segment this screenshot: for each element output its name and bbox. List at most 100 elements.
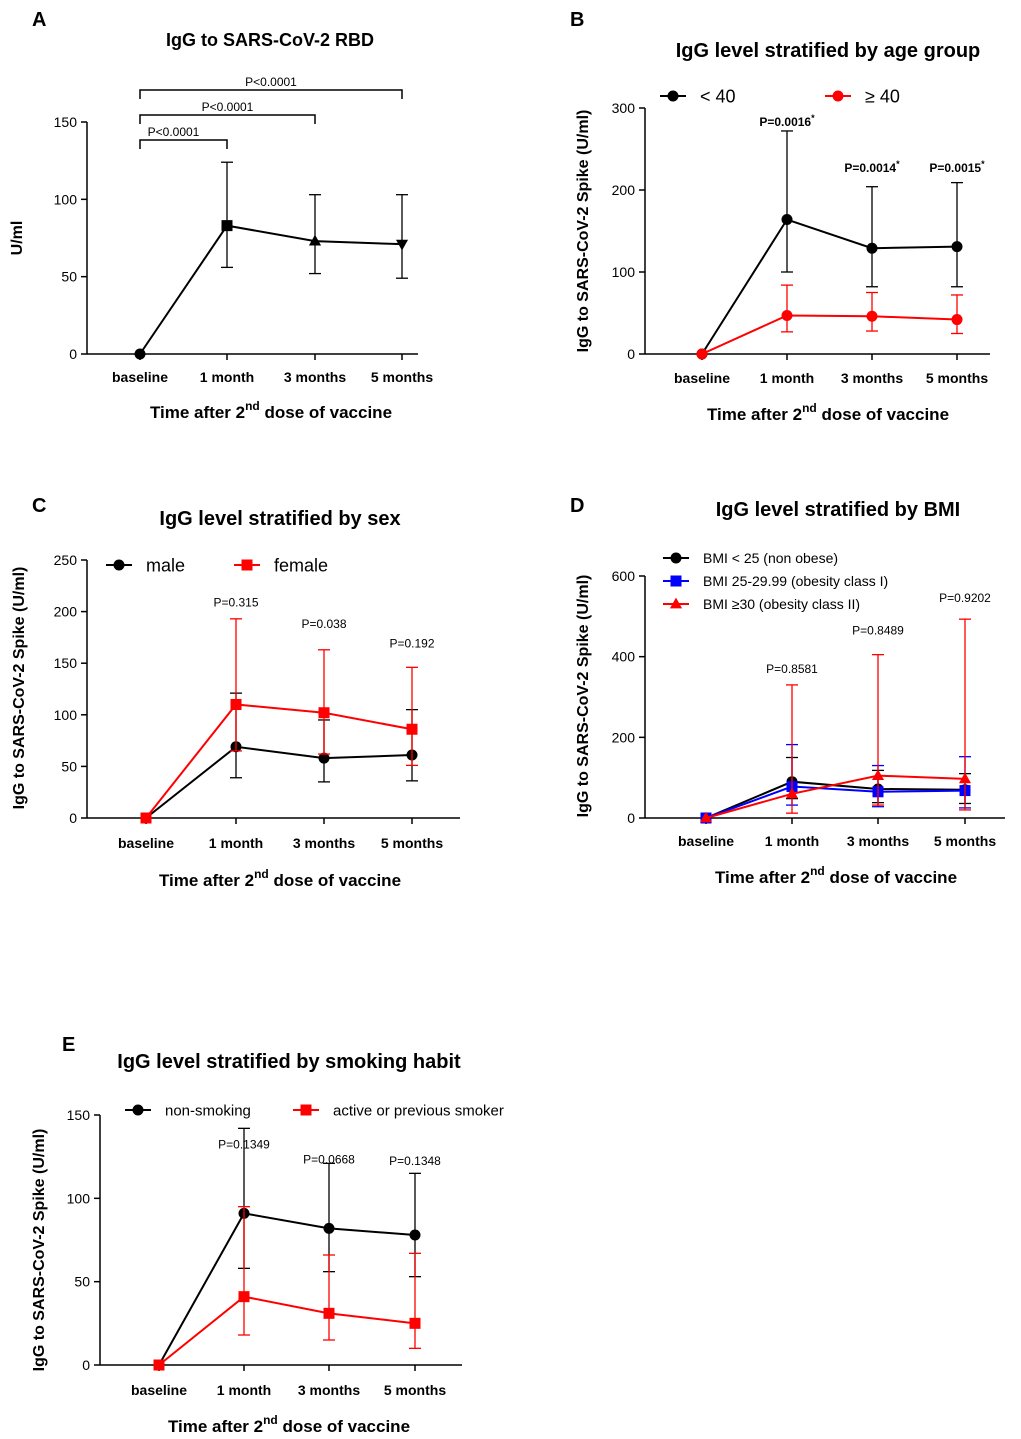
data-point: [409, 1317, 421, 1329]
series-line: [705, 774, 966, 819]
p-value-text: P=0.0668: [303, 1152, 355, 1166]
x-axis-label-part: Time after 2: [707, 405, 802, 424]
panel-b: B IgG level stratified by age group 0 100 20…: [570, 9, 990, 424]
p-value-star: *: [811, 113, 815, 123]
x-axis-label-sup: nd: [810, 864, 825, 878]
x-tick-label: 5 months: [934, 833, 996, 849]
y-tick-label: 300: [612, 100, 636, 116]
x-tick-label: 5 months: [371, 369, 433, 385]
x-tick-label: baseline: [674, 370, 730, 386]
x-axis-label-rest: dose of vaccine: [260, 403, 392, 422]
x-axis-label-rest: dose of vaccine: [825, 868, 957, 887]
data-point: [406, 723, 418, 735]
x-axis-label-rest: dose of vaccine: [278, 1417, 410, 1436]
legend-label: active or previous smoker: [333, 1102, 504, 1119]
x-tick-label: 5 months: [926, 370, 988, 386]
panel-e: E IgG level stratified by smoking habit 0 5…: [31, 1034, 504, 1436]
data-point: [871, 769, 885, 781]
significance-bracket: P<0.0001: [139, 125, 228, 149]
data-point: [221, 220, 233, 232]
y-tick-label: 600: [612, 568, 636, 584]
y-tick-label: 200: [612, 729, 636, 745]
y-tick-label: 50: [61, 269, 77, 285]
legend-item: BMI 25-29.99 (obesity class I): [663, 573, 888, 589]
data-point: [323, 1307, 335, 1319]
p-value-label: P=0.0016*: [759, 113, 815, 129]
x-axis-label-rest: dose of vaccine: [817, 405, 949, 424]
x-tick-label: baseline: [131, 1382, 187, 1398]
panel-letter: E: [62, 1034, 75, 1056]
significance-bracket: P<0.0001: [139, 100, 316, 124]
y-axis-label: IgG to SARS-CoV-2 Spike (U/ml): [575, 575, 592, 818]
p-value-label: P=0.038: [301, 617, 346, 631]
series-1: [140, 618, 418, 824]
legend-item: female: [234, 555, 328, 575]
legend-marker: [670, 552, 682, 564]
series-line: [701, 218, 958, 355]
data-point: [395, 239, 409, 251]
y-tick-label: 0: [627, 810, 635, 826]
chart-title: IgG level stratified by BMI: [716, 499, 961, 521]
data-point: [230, 698, 242, 710]
p-value-label: P=0.1349: [218, 1137, 270, 1151]
x-axis-label-sup: nd: [254, 867, 269, 881]
series-line: [145, 745, 413, 819]
data-point: [866, 310, 878, 322]
p-value-text: P=0.192: [389, 637, 434, 651]
chart-title: IgG level stratified by sex: [159, 508, 400, 530]
x-tick-label: 1 month: [760, 370, 814, 386]
bracket-label: P<0.0001: [148, 125, 200, 139]
series-line: [158, 1212, 416, 1366]
y-tick-label: 400: [612, 649, 636, 665]
p-value-star: *: [981, 159, 985, 169]
y-axis-label: U/ml: [9, 221, 26, 256]
y-tick-label: 200: [612, 182, 636, 198]
legend-label: non-smoking: [165, 1102, 251, 1119]
legend-label: < 40: [700, 86, 736, 106]
p-value-text: P=0.0014: [844, 161, 896, 175]
legend-marker: [670, 575, 682, 587]
x-tick-label: 1 month: [200, 369, 254, 385]
data-point: [699, 811, 713, 823]
y-tick-label: 50: [61, 758, 77, 774]
x-axis-label: Time after 2nd dose of vaccine: [707, 401, 949, 424]
data-point: [781, 309, 793, 321]
series-0: [134, 161, 409, 360]
x-tick-label: 3 months: [293, 835, 355, 851]
chart-title: IgG to SARS-CoV-2 RBD: [166, 30, 374, 50]
bracket-line: [139, 89, 403, 99]
x-tick-label: 5 months: [381, 835, 443, 851]
chart-title: IgG level stratified by age group: [676, 40, 981, 62]
legend-item: BMI ≥30 (obesity class II): [663, 596, 860, 612]
x-axis-label-part: Time after 2: [715, 868, 810, 887]
panel-letter: B: [570, 9, 584, 31]
data-point: [785, 787, 799, 799]
p-value-text: P=0.315: [213, 595, 258, 609]
series-line: [139, 224, 403, 355]
p-value-label: P=0.0015*: [929, 159, 985, 175]
chart-title: IgG level stratified by smoking habit: [117, 1051, 461, 1073]
x-tick-label: 5 months: [384, 1382, 446, 1398]
x-axis-label-sup: nd: [245, 399, 260, 413]
x-axis-label: Time after 2nd dose of vaccine: [159, 867, 401, 890]
data-point: [238, 1291, 250, 1303]
x-axis-label-part: Time after 2: [159, 871, 254, 890]
significance-bracket: P<0.0001: [139, 75, 403, 99]
p-value-label: P=0.9202: [939, 591, 991, 605]
series-line: [701, 314, 958, 355]
x-tick-label: baseline: [678, 833, 734, 849]
legend-item: non-smoking: [125, 1102, 251, 1119]
p-value-label: P=0.0668: [303, 1152, 355, 1166]
series-1: [153, 1206, 421, 1371]
p-value-label: P=0.192: [389, 637, 434, 651]
data-point: [140, 812, 152, 824]
x-axis-label: Time after 2nd dose of vaccine: [715, 864, 957, 887]
series-2: [699, 618, 972, 823]
series-line: [145, 703, 413, 819]
y-tick-label: 100: [54, 707, 78, 723]
x-tick-label: 1 month: [765, 833, 819, 849]
x-tick-label: 3 months: [298, 1382, 360, 1398]
legend-marker: [832, 90, 844, 102]
panel-letter: A: [32, 9, 46, 31]
